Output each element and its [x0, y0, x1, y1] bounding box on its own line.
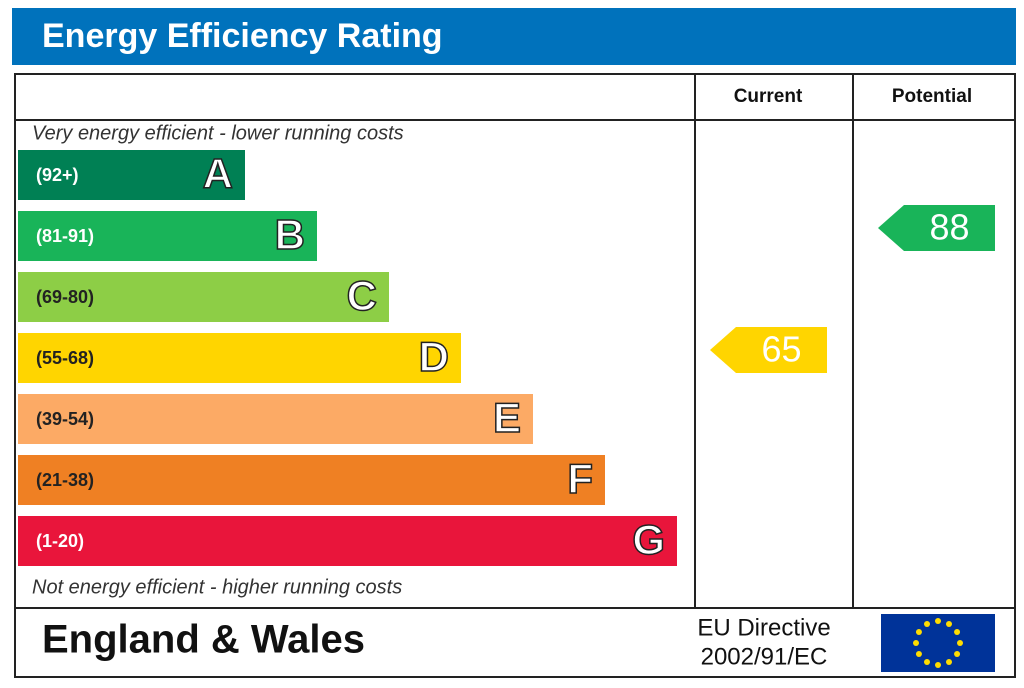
band-range: (92+) — [36, 165, 79, 185]
band-bar — [18, 394, 533, 444]
band-bar — [18, 272, 389, 322]
band-range: (55-68) — [36, 348, 94, 368]
eu-star — [935, 662, 941, 668]
eu-star — [957, 640, 963, 646]
eu-star — [946, 659, 952, 666]
bottom-note: Not energy efficient - higher running co… — [32, 576, 402, 598]
band-bar — [18, 333, 461, 383]
band-range: (1-20) — [36, 531, 84, 551]
title-bar — [12, 8, 1016, 65]
band-bar — [18, 211, 317, 261]
eu-star — [935, 618, 941, 624]
band-letter: G — [632, 516, 665, 563]
eu-star — [924, 620, 930, 627]
region: England & Wales — [42, 618, 365, 662]
column-header: Current — [734, 86, 803, 107]
band-range: (81-91) — [36, 226, 94, 246]
band-letter: E — [493, 394, 521, 441]
frame — [14, 73, 1016, 678]
directive: 2002/91/EC — [701, 643, 828, 670]
band-bar — [18, 455, 605, 505]
rating-arrow — [710, 327, 827, 373]
rating-value: 65 — [761, 329, 801, 370]
rating-value: 88 — [929, 207, 969, 248]
eu-star — [946, 620, 952, 627]
band-letter: F — [567, 455, 593, 502]
band-range: (69-80) — [36, 287, 94, 307]
band-letter: B — [275, 211, 305, 258]
band-bar — [18, 516, 677, 566]
eu-star — [913, 640, 919, 646]
band-letter: C — [347, 272, 377, 319]
eu-star — [954, 651, 961, 657]
eu-star — [915, 651, 922, 657]
band-range: (21-38) — [36, 470, 94, 490]
title: Energy Efficiency Rating — [42, 17, 443, 55]
top-note: Very energy efficient - lower running co… — [32, 122, 404, 144]
band-letter: A — [203, 150, 233, 197]
rating-arrow — [878, 205, 995, 251]
eu-star — [924, 659, 930, 666]
band-letter: D — [419, 333, 449, 380]
eu-star — [915, 629, 922, 635]
band-range: (39-54) — [36, 409, 94, 429]
directive: EU Directive — [697, 614, 830, 641]
column-header: Potential — [892, 86, 972, 107]
eu-star — [954, 629, 961, 635]
band-bar — [18, 150, 245, 200]
